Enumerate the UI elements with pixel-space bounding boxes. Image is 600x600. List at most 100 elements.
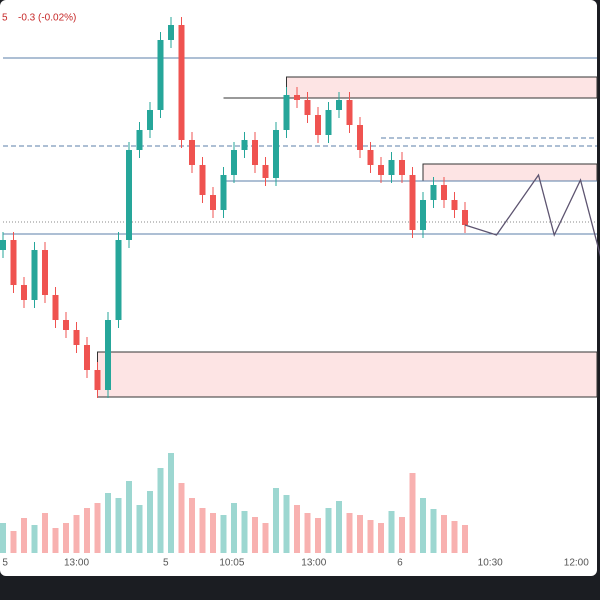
volume-bar bbox=[199, 508, 206, 553]
candle-body bbox=[315, 115, 321, 135]
candle-body bbox=[367, 150, 374, 165]
candle-body bbox=[115, 240, 122, 320]
candle-body bbox=[210, 195, 216, 210]
volume-bar bbox=[430, 509, 437, 553]
volume-bar bbox=[178, 483, 185, 553]
volume-bar bbox=[378, 523, 384, 553]
candle-body bbox=[189, 140, 195, 165]
volume-bar bbox=[231, 503, 237, 553]
volume-bar bbox=[94, 503, 101, 553]
candle-body bbox=[10, 240, 17, 285]
candle-body bbox=[178, 25, 185, 140]
volume-bar bbox=[136, 505, 143, 553]
candle-body bbox=[325, 110, 332, 135]
volume-bar bbox=[168, 453, 174, 553]
volume-bar bbox=[262, 523, 269, 553]
candle-body bbox=[220, 175, 227, 210]
candle-body bbox=[378, 165, 384, 175]
volume-bar bbox=[241, 511, 248, 553]
volume-bar bbox=[273, 488, 279, 553]
panel bbox=[0, 0, 597, 576]
candle-body bbox=[304, 100, 311, 115]
volume-bar bbox=[0, 523, 6, 553]
volume-bar bbox=[10, 531, 17, 553]
candle-body bbox=[462, 210, 468, 225]
candle-body bbox=[31, 250, 38, 300]
x-tick-label: 6 bbox=[397, 558, 403, 569]
candle-body bbox=[283, 95, 290, 130]
candle-body bbox=[73, 330, 80, 345]
volume-bar bbox=[42, 513, 48, 553]
candle-body bbox=[388, 160, 395, 175]
candle-body bbox=[420, 200, 426, 230]
zone bbox=[286, 76, 598, 99]
volume-bar bbox=[220, 515, 227, 553]
volume-bar bbox=[210, 513, 216, 553]
volume-bar bbox=[115, 498, 122, 553]
volume-bar bbox=[409, 473, 416, 553]
x-tick-label: 10:30 bbox=[478, 558, 503, 569]
x-tick-label: 12:00 bbox=[564, 558, 589, 569]
candle-body bbox=[136, 130, 143, 150]
candle-body bbox=[409, 175, 416, 230]
candle-body bbox=[336, 100, 342, 110]
candle-body bbox=[430, 185, 437, 200]
volume-bar bbox=[315, 518, 321, 553]
candle-body bbox=[451, 200, 458, 210]
candle-body bbox=[105, 320, 111, 390]
candle-body bbox=[84, 345, 90, 370]
x-tick-label: 13:00 bbox=[64, 558, 89, 569]
volume-bar bbox=[31, 525, 38, 553]
candle-body bbox=[157, 40, 164, 110]
volume-bar bbox=[52, 528, 59, 553]
volume-bar bbox=[105, 493, 111, 553]
volume-bar bbox=[84, 508, 90, 553]
volume-bar bbox=[21, 518, 27, 553]
volume-bar bbox=[147, 491, 153, 553]
volume-bar bbox=[420, 498, 426, 553]
candle-body bbox=[241, 140, 248, 150]
x-tick-label: 5 bbox=[2, 558, 8, 569]
candle-body bbox=[199, 165, 206, 195]
volume-bar bbox=[367, 520, 374, 553]
volume-bar bbox=[462, 525, 468, 553]
candle-body bbox=[94, 370, 101, 390]
candle-body bbox=[168, 25, 174, 40]
candle-body bbox=[346, 100, 353, 125]
volume-bar bbox=[441, 515, 447, 553]
volume-bar bbox=[126, 481, 132, 553]
candle-body bbox=[399, 160, 405, 175]
volume-bar bbox=[325, 508, 332, 553]
volume-bar bbox=[399, 517, 405, 553]
candle-body bbox=[21, 285, 27, 300]
volume-bar bbox=[357, 515, 363, 553]
volume-bar bbox=[73, 515, 80, 553]
volume-bar bbox=[388, 511, 395, 553]
volume-bar bbox=[157, 468, 164, 553]
x-tick-label: 13:00 bbox=[301, 558, 326, 569]
x-tick-label: 10:05 bbox=[219, 558, 244, 569]
candle-body bbox=[147, 110, 153, 130]
candle-body bbox=[52, 295, 59, 320]
candle-body bbox=[0, 240, 6, 250]
volume-bar bbox=[252, 517, 258, 553]
symbol-tail: 5 bbox=[2, 13, 8, 24]
volume-bar bbox=[63, 523, 69, 553]
zone bbox=[97, 351, 598, 398]
candle-body bbox=[441, 185, 447, 200]
candle-body bbox=[262, 165, 269, 178]
volume-bar bbox=[346, 513, 353, 553]
projection-line bbox=[464, 173, 600, 257]
candle-body bbox=[252, 140, 258, 165]
candle-body bbox=[357, 125, 363, 150]
candle-body bbox=[126, 150, 132, 240]
volume-bar bbox=[304, 513, 311, 553]
zone bbox=[422, 163, 598, 182]
x-tick-label: 5 bbox=[163, 558, 169, 569]
candle-body bbox=[42, 250, 48, 295]
candle-body bbox=[231, 150, 237, 175]
change: -0.3 (-0.02%) bbox=[18, 13, 76, 24]
candle-body bbox=[63, 320, 69, 330]
